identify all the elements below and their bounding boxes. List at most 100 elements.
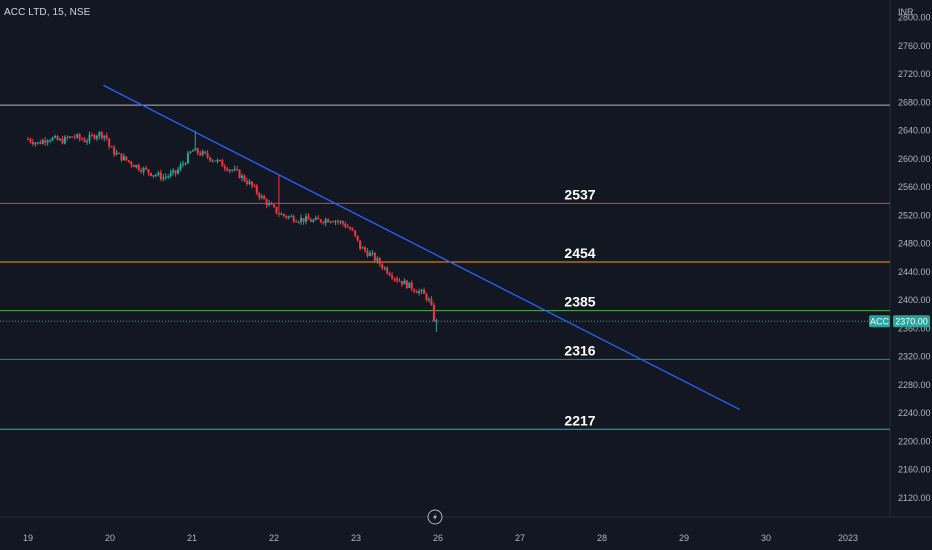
- candle-body: [356, 235, 359, 241]
- chart-title: ACC LTD, 15, NSE: [4, 7, 91, 18]
- candle-body: [110, 146, 113, 148]
- trendline[interactable]: [103, 84, 741, 411]
- candle-body: [349, 227, 352, 230]
- candle-body: [253, 185, 256, 187]
- candle-body: [238, 169, 241, 179]
- x-tick-label: 19: [23, 533, 33, 543]
- level-label: 2316: [564, 342, 595, 358]
- candle-body: [231, 169, 234, 171]
- candle-body: [290, 216, 293, 218]
- candle-body: [332, 221, 335, 223]
- candle-body: [388, 273, 391, 276]
- candle-body: [211, 160, 214, 162]
- candle-body: [255, 185, 258, 194]
- candle-body: [260, 195, 263, 198]
- candle-body: [366, 250, 369, 257]
- candle-body: [400, 281, 403, 285]
- candle-body: [186, 153, 189, 164]
- candle-body: [41, 140, 44, 144]
- candle-body: [354, 230, 357, 236]
- candle-body: [329, 221, 332, 223]
- candle-body: [371, 253, 374, 255]
- candle-body: [386, 267, 389, 274]
- candle-body: [398, 280, 401, 282]
- candle-body: [396, 278, 398, 281]
- candle-body: [196, 148, 199, 154]
- candle-body: [78, 134, 81, 139]
- candle-body: [302, 217, 305, 222]
- candle-body: [233, 168, 236, 171]
- x-tick-label: 2023: [838, 533, 858, 543]
- candle-body: [346, 226, 349, 228]
- candle-body: [71, 136, 74, 138]
- candle-body: [174, 170, 177, 174]
- candle-body: [418, 291, 421, 294]
- candle-body: [297, 221, 300, 223]
- candle-body: [334, 221, 337, 223]
- candle-body: [292, 216, 295, 222]
- candle-body: [157, 172, 160, 176]
- candle-body: [162, 177, 165, 180]
- candle-body: [95, 135, 98, 139]
- candle-body: [248, 181, 251, 184]
- y-tick-label: 2120.00: [898, 493, 931, 503]
- candle-body: [115, 152, 118, 155]
- candle-body: [199, 153, 202, 156]
- y-tick-label: 2560.00: [898, 182, 931, 192]
- candle-body: [86, 141, 89, 143]
- candle-body: [98, 132, 101, 136]
- lightning-glyph: [433, 513, 437, 521]
- candle-body: [391, 275, 394, 279]
- y-tick-label: 2360.00: [898, 323, 931, 333]
- candle-body: [341, 221, 344, 224]
- x-tick-label: 22: [269, 533, 279, 543]
- candle-body: [263, 195, 266, 200]
- candle-body: [280, 213, 283, 215]
- candle-body: [408, 282, 411, 288]
- candle-body: [135, 165, 138, 168]
- candle-body: [282, 213, 285, 216]
- candle-body: [300, 217, 303, 222]
- candle-body: [258, 193, 261, 198]
- candle-body: [381, 264, 384, 269]
- candle-body: [213, 160, 216, 162]
- candle-body: [427, 299, 430, 301]
- candle-body: [201, 151, 204, 156]
- candle-body: [177, 169, 180, 174]
- x-tick-label: 30: [761, 533, 771, 543]
- candle-body: [152, 175, 155, 177]
- candle-body: [273, 204, 275, 207]
- candle-body: [137, 165, 140, 171]
- symbol-badge-label: ACC: [870, 316, 890, 326]
- candle-body: [405, 280, 408, 288]
- last-price-badge-label: 2370.00: [895, 316, 928, 326]
- candle-body: [218, 159, 221, 161]
- x-tick-label: 21: [187, 533, 197, 543]
- candle-body: [425, 293, 428, 300]
- y-tick-label: 2520.00: [898, 210, 931, 220]
- candle-body: [420, 289, 423, 292]
- candle-body: [34, 142, 37, 145]
- candle-body: [36, 142, 39, 144]
- level-label: 2537: [564, 186, 595, 202]
- candle-body: [51, 137, 54, 141]
- candle-body: [223, 166, 226, 169]
- candle-body: [127, 160, 130, 162]
- candle-body: [68, 136, 71, 138]
- y-tick-label: 2320.00: [898, 352, 931, 362]
- candle-body: [209, 157, 212, 161]
- y-tick-label: 2240.00: [898, 408, 931, 418]
- candle-body: [27, 139, 29, 141]
- candle-body: [327, 219, 330, 223]
- x-tick-label: 26: [433, 533, 443, 543]
- candle-body: [58, 139, 61, 141]
- candle-body: [312, 219, 315, 222]
- symbol-badge: [869, 315, 890, 328]
- candle-body: [120, 153, 123, 161]
- candle-body: [103, 135, 106, 138]
- candle-body: [393, 278, 396, 280]
- x-tick-label: 29: [679, 533, 689, 543]
- y-tick-label: 2720.00: [898, 69, 931, 79]
- candle-body: [88, 134, 91, 142]
